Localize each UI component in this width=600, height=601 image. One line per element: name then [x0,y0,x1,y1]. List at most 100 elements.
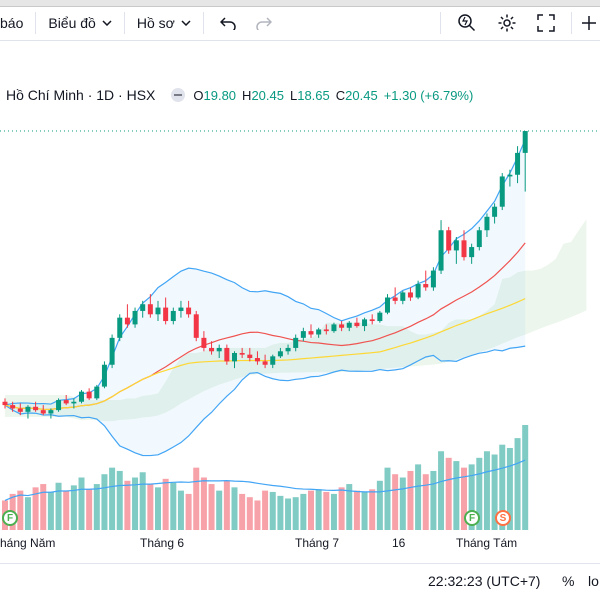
symbol-title[interactable]: Hồ Chí Minh · 1D · HSX [6,87,156,103]
price-change: +1.30 (+6.79%) [383,87,474,103]
candle-body [438,230,444,271]
candle-body [339,324,345,328]
event-marker-s[interactable]: S [495,510,511,526]
undo-icon [219,17,236,30]
alert-menu-truncated[interactable]: báo [0,15,24,31]
volume-bar [483,451,490,530]
price-chart[interactable] [0,112,600,532]
volume-bar [369,489,376,530]
candle-body [499,176,505,207]
candle-body [94,386,100,399]
volume-bar [315,489,322,530]
x-tick-label: Tháng Tám [456,536,518,550]
candle-body [446,230,452,251]
volume-bar [109,467,116,530]
x-tick-label: 16 [392,536,406,550]
percent-scale-toggle[interactable]: % [562,573,575,589]
candle-body [515,152,521,175]
collapse-legend-icon[interactable] [171,88,186,102]
replay-button[interactable] [447,6,487,40]
candle-body [209,347,215,352]
volume-bar [361,491,368,530]
candle-body [10,405,16,409]
candle-body [63,400,69,404]
redo-button[interactable] [250,6,278,40]
toolbar-divider [440,12,441,34]
volume-bar [116,470,123,530]
toolbar-divider [571,12,572,34]
candle-body [400,292,406,301]
chevron-down-icon [102,20,112,26]
volume-bar [468,464,475,530]
candle-body [453,240,459,251]
volume-bar [430,470,437,530]
volume-bar [170,482,177,530]
candle-body [25,406,31,412]
volume-bar [40,484,47,530]
volume-bar [522,425,529,530]
add-button[interactable] [578,6,600,40]
volume-bar [438,451,445,530]
candle-body [178,307,184,311]
candle-body [48,410,54,414]
volume-bar [177,490,184,530]
candle-body [140,304,146,311]
volume-bar [476,457,483,530]
candle-body [369,319,375,322]
bollinger-lower [4,345,526,457]
volume-bar [132,477,139,530]
undo-button[interactable] [210,6,250,40]
candle-body [507,174,513,177]
settings-button[interactable] [487,6,527,40]
chevron-down-icon [181,20,191,26]
volume-bar [346,484,353,530]
volume-bar [384,467,391,530]
volume-bar [63,490,70,530]
ohlc-close: C20.45 [335,87,378,103]
toolbar-divider [123,12,125,34]
volume-bar [24,497,31,530]
candle-body [385,297,390,313]
candle-body [17,408,23,412]
chart-toolbar: báo Biểu đồ Hồ sơ [0,6,600,41]
candle-body [79,391,84,402]
profile-label: Hồ sơ [136,15,175,31]
candle-body [186,307,192,315]
fullscreen-icon [537,14,555,32]
event-marker-f[interactable]: F [464,510,480,526]
candle-body [56,400,62,411]
candle-body [2,401,8,406]
gear-icon [498,14,516,32]
candle-body [346,322,352,328]
x-tick-label: háng Năm [0,536,56,550]
volume-bar [231,487,238,530]
candle-body [331,324,337,332]
volume-bar [262,490,269,530]
candle-body [392,297,398,301]
clock-timezone[interactable]: 22:32:23 (UTC+7) [428,573,541,589]
fullscreen-button[interactable] [527,6,565,40]
volume-bar [162,478,169,530]
volume-bar [70,485,77,530]
candle-body [423,284,429,288]
volume-bar [223,480,230,530]
volume-bar [514,438,521,530]
log-scale-toggle[interactable]: lo [588,573,599,589]
candle-body [163,307,169,322]
plus-icon [582,16,596,30]
candle-body [323,329,329,332]
candle-body [224,347,230,362]
volume-bar [78,477,85,530]
event-marker-f[interactable]: F [2,510,18,526]
bollinger-fill [5,139,526,456]
volume-bar [86,489,93,530]
chart-type-menu[interactable]: Biểu đồ [42,6,117,40]
volume-bar [323,491,330,530]
volume-bar [453,461,460,530]
toolbar-divider [35,12,37,34]
profile-menu[interactable]: Hồ sơ [131,6,197,40]
candle-body [354,322,360,327]
volume-bar [269,491,276,530]
volume-bar [277,495,284,530]
candle-body [101,364,107,387]
